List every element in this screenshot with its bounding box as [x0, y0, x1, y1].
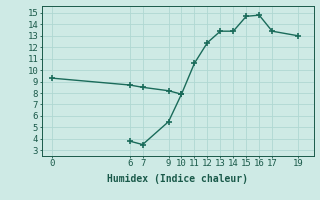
- X-axis label: Humidex (Indice chaleur): Humidex (Indice chaleur): [107, 174, 248, 184]
